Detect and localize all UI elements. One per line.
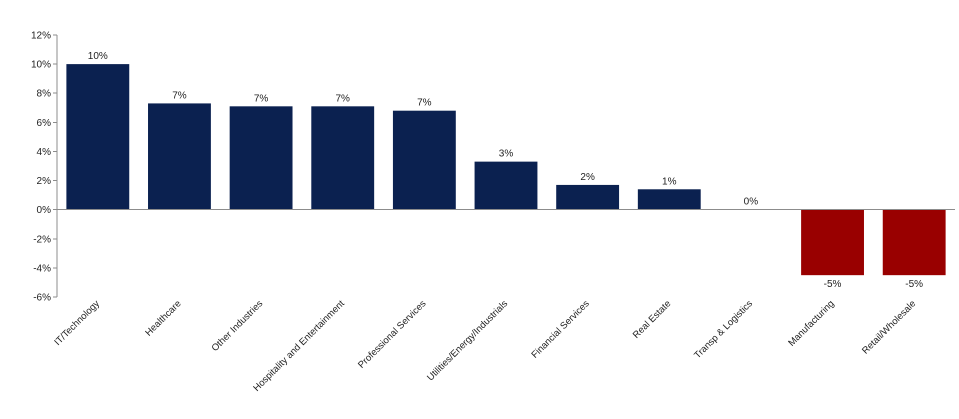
category-label: Hospitality and Entertainment (251, 298, 347, 394)
data-label: 7% (417, 98, 432, 109)
data-label: 2% (580, 172, 595, 183)
bar (637, 189, 701, 210)
data-label: 1% (662, 176, 677, 187)
bar (801, 209, 864, 276)
category-label: Other Industries (210, 298, 266, 354)
data-label: 3% (499, 149, 514, 160)
bars (66, 64, 946, 276)
category-label: IT/Technology (52, 298, 102, 348)
category-label: Manufacturing (786, 298, 836, 348)
category-label: Utilities/Energy/Industrials (425, 298, 510, 383)
bar (229, 106, 293, 210)
category-labels: IT/Technology Healthcare Other IndustriesH… (52, 298, 918, 394)
y-tick-label: 0% (37, 205, 52, 216)
bar (474, 161, 538, 210)
data-label: -5% (905, 279, 923, 290)
y-axis-ticks: -6% -4% -2% 0% 2% 4% 6% 8% 10% 12% (31, 31, 57, 304)
data-labels: 10% 7% 7% 7% 7% 3% 2% 1% 0% -5% -5% (88, 51, 923, 290)
category-label: Retail/Wholesale (860, 298, 918, 356)
data-label: 7% (336, 93, 351, 104)
data-label: 0% (744, 197, 759, 208)
category-label: Healthcare (143, 298, 183, 338)
category-label: Transp & Logistics (692, 298, 755, 361)
bar (66, 64, 130, 210)
bar (392, 110, 456, 210)
y-tick-label: -6% (33, 293, 51, 304)
category-label: Professional Services (356, 298, 429, 371)
y-tick-label: 12% (31, 31, 51, 42)
bar (148, 103, 211, 210)
data-label: 7% (254, 93, 269, 104)
category-label: Financial Services (529, 298, 591, 360)
bar (311, 106, 375, 210)
bar (882, 209, 946, 276)
data-label: 7% (172, 90, 187, 101)
y-tick-label: 6% (37, 118, 52, 129)
category-label: Real Estate (631, 298, 674, 341)
data-label: -5% (824, 279, 842, 290)
y-tick-label: 8% (37, 89, 52, 100)
y-tick-label: -4% (33, 263, 51, 274)
y-tick-label: -2% (33, 234, 51, 245)
data-label: 10% (88, 51, 108, 62)
y-tick-label: 4% (37, 147, 52, 158)
bar (556, 184, 620, 210)
y-tick-label: 2% (37, 176, 52, 187)
y-tick-label: 10% (31, 60, 51, 71)
